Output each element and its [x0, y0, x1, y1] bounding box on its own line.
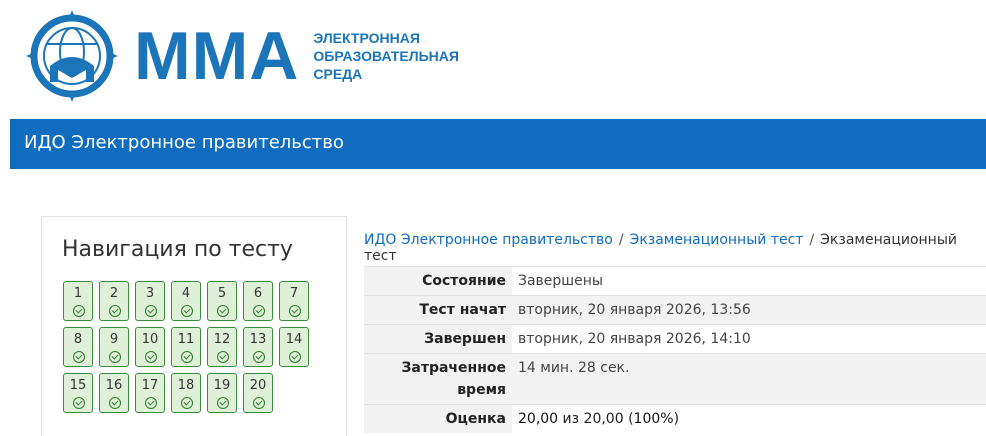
- question-number: 11: [177, 332, 195, 347]
- check-circle-icon: [145, 397, 157, 409]
- check-circle-icon: [253, 305, 265, 317]
- mma-emblem-icon: [26, 10, 118, 102]
- check-circle-icon: [73, 351, 85, 363]
- question-button-6[interactable]: 6: [243, 281, 273, 321]
- question-button-20[interactable]: 20: [243, 373, 273, 413]
- logo[interactable]: ММА ЭЛЕКТРОННАЯ ОБРАЗОВАТЕЛЬНАЯ СРЕДА: [24, 8, 459, 104]
- question-number: 13: [249, 332, 267, 347]
- check-circle-icon: [181, 351, 193, 363]
- question-number: 12: [213, 332, 231, 347]
- question-number: 8: [73, 332, 83, 347]
- summary-row-started: Тест начат вторник, 20 января 2026, 13:56: [364, 295, 986, 325]
- row-label: Тест начат: [364, 295, 512, 325]
- check-circle-icon: [181, 305, 193, 317]
- row-value: вторник, 20 января 2026, 14:10: [512, 324, 986, 354]
- summary-row-completed: Завершен вторник, 20 января 2026, 14:10: [364, 324, 986, 354]
- check-circle-icon: [109, 351, 121, 363]
- question-number: 5: [217, 286, 227, 301]
- question-number: 17: [141, 378, 159, 393]
- question-button-19[interactable]: 19: [207, 373, 237, 413]
- summary-row-time-taken: Затраченное время 14 мин. 28 сек.: [364, 353, 986, 405]
- check-circle-icon: [181, 397, 193, 409]
- question-button-15[interactable]: 15: [63, 373, 93, 413]
- quiz-navigation-title: Навигация по тесту: [62, 237, 293, 262]
- logo-subtitle: ЭЛЕКТРОННАЯ ОБРАЗОВАТЕЛЬНАЯ СРЕДА: [313, 30, 459, 82]
- breadcrumb: ИДО Электронное правительство / Экзаменаци…: [364, 232, 986, 264]
- check-circle-icon: [109, 305, 121, 317]
- question-number: 19: [213, 378, 231, 393]
- summary-row-grade: Оценка 20,00 из 20,00 (100%): [364, 404, 986, 433]
- question-button-9[interactable]: 9: [99, 327, 129, 367]
- question-button-5[interactable]: 5: [207, 281, 237, 321]
- question-number: 3: [145, 286, 155, 301]
- row-value: вторник, 20 января 2026, 13:56: [512, 295, 986, 325]
- attempt-summary-table: Состояние Завершены Тест начат вторник, 20…: [364, 266, 986, 433]
- question-button-4[interactable]: 4: [171, 281, 201, 321]
- breadcrumb-separator: /: [809, 232, 815, 248]
- question-number: 16: [105, 378, 123, 393]
- question-button-11[interactable]: 11: [171, 327, 201, 367]
- row-value: 14 мин. 28 сек.: [512, 353, 986, 405]
- question-number: 18: [177, 378, 195, 393]
- question-number: 14: [285, 332, 303, 347]
- check-circle-icon: [289, 351, 301, 363]
- question-number: 15: [69, 378, 87, 393]
- check-circle-icon: [73, 397, 85, 409]
- question-button-2[interactable]: 2: [99, 281, 129, 321]
- quiz-navigation-block: Навигация по тесту 1 2 3 4 5 6 7 8 9 10 11 12 13 14 15…: [41, 216, 347, 436]
- check-circle-icon: [145, 305, 157, 317]
- course-title[interactable]: ИДО Электронное правительство: [24, 132, 344, 153]
- question-button-7[interactable]: 7: [279, 281, 309, 321]
- check-circle-icon: [73, 305, 85, 317]
- question-grid: 1 2 3 4 5 6 7 8 9 10 11 12 13 14 15 16 17 18 19 20: [63, 281, 309, 413]
- row-label: Затраченное время: [364, 353, 512, 405]
- check-circle-icon: [217, 397, 229, 409]
- question-number: 2: [109, 286, 119, 301]
- question-button-18[interactable]: 18: [171, 373, 201, 413]
- summary-row-state: Состояние Завершены: [364, 266, 986, 296]
- question-button-3[interactable]: 3: [135, 281, 165, 321]
- check-circle-icon: [253, 397, 265, 409]
- question-button-17[interactable]: 17: [135, 373, 165, 413]
- logo-text: ММА: [134, 18, 300, 94]
- check-circle-icon: [289, 305, 301, 317]
- row-value: Завершены: [512, 266, 986, 296]
- question-number: 9: [109, 332, 119, 347]
- question-number: 6: [253, 286, 263, 301]
- question-button-1[interactable]: 1: [63, 281, 93, 321]
- breadcrumb-current: Экзаменационный тест: [364, 232, 957, 264]
- question-button-10[interactable]: 10: [135, 327, 165, 367]
- question-button-14[interactable]: 14: [279, 327, 309, 367]
- breadcrumb-quiz[interactable]: Экзаменационный тест: [629, 232, 804, 248]
- check-circle-icon: [217, 305, 229, 317]
- row-label: Состояние: [364, 266, 512, 296]
- course-header: ИДО Электронное правительство: [10, 119, 986, 169]
- check-circle-icon: [253, 351, 265, 363]
- row-value: 20,00 из 20,00 (100%): [512, 404, 986, 433]
- question-number: 20: [249, 378, 267, 393]
- question-button-12[interactable]: 12: [207, 327, 237, 367]
- question-number: 1: [73, 286, 83, 301]
- check-circle-icon: [217, 351, 229, 363]
- check-circle-icon: [109, 397, 121, 409]
- question-button-16[interactable]: 16: [99, 373, 129, 413]
- question-number: 10: [141, 332, 159, 347]
- breadcrumb-course[interactable]: ИДО Электронное правительство: [364, 232, 613, 248]
- row-label: Завершен: [364, 324, 512, 354]
- question-button-13[interactable]: 13: [243, 327, 273, 367]
- check-circle-icon: [145, 351, 157, 363]
- breadcrumb-separator: /: [618, 232, 624, 248]
- row-label: Оценка: [364, 404, 512, 433]
- question-button-8[interactable]: 8: [63, 327, 93, 367]
- question-number: 4: [181, 286, 191, 301]
- question-number: 7: [289, 286, 299, 301]
